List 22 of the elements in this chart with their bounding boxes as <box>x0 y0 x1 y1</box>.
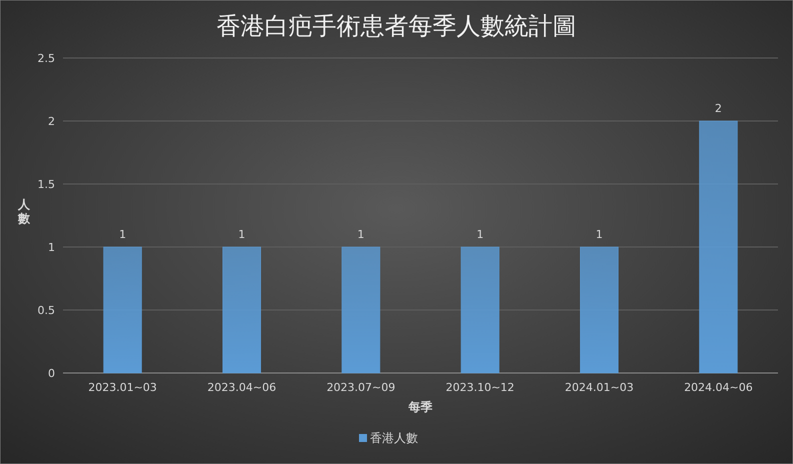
data-label: 1 <box>476 228 484 241</box>
y-tick-label: 2.5 <box>38 52 55 65</box>
data-label: 1 <box>357 228 364 241</box>
y-tick-label: 1.5 <box>38 178 55 191</box>
data-label: 1 <box>238 228 246 241</box>
data-label: 1 <box>119 228 126 241</box>
y-tick-label: 1 <box>48 241 55 254</box>
x-tick-label: 2023.04~06 <box>207 381 276 394</box>
y-axis-title: 人數 <box>17 198 31 226</box>
data-label: 2 <box>714 102 722 115</box>
data-label: 1 <box>596 228 603 241</box>
y-tick-label: 0.5 <box>38 304 55 317</box>
x-tick-label: 2023.10~12 <box>446 381 514 394</box>
x-tick-label: 2023.07~09 <box>326 381 396 394</box>
legend-label: 香港人數 <box>370 431 418 445</box>
x-axis-title: 每季 <box>408 400 434 414</box>
y-tick-label: 0 <box>48 367 55 380</box>
x-tick-label: 2023.01~03 <box>88 381 157 394</box>
y-tick-label: 2 <box>48 115 55 128</box>
x-tick-label: 2024.04~06 <box>684 381 753 394</box>
chart-title: 香港白疤手術患者每季人數統計圖 <box>216 12 576 40</box>
x-tick-label: 2024.01~03 <box>564 381 634 394</box>
